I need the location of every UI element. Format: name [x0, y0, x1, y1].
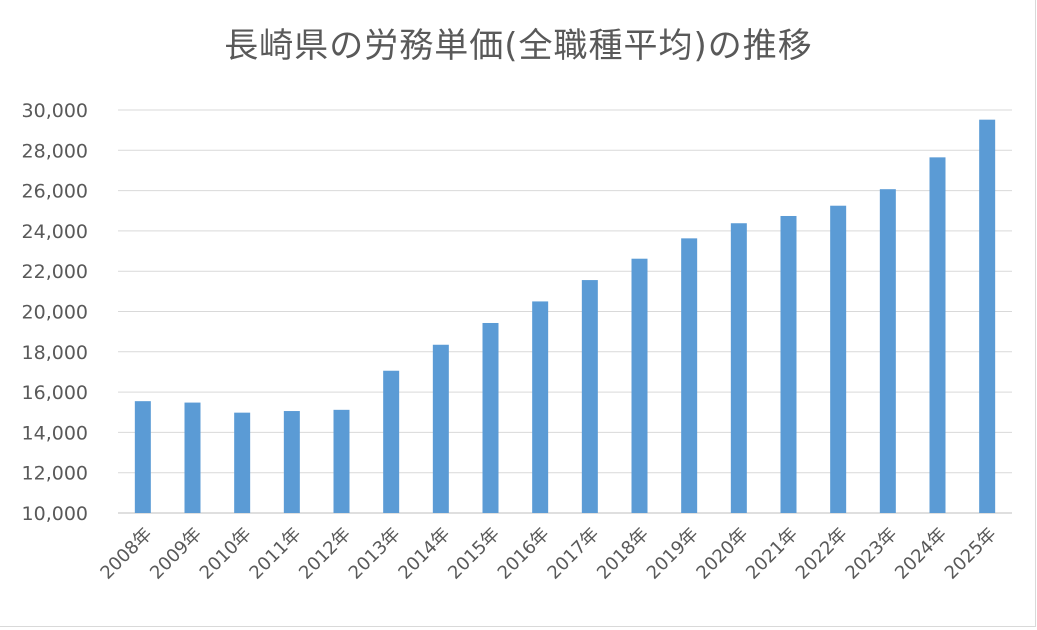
- bar: [283, 411, 300, 513]
- x-tick-label: 2022年: [792, 524, 852, 584]
- bar: [333, 409, 350, 513]
- y-tick-label: 14,000: [22, 422, 88, 444]
- y-tick-label: 22,000: [22, 261, 88, 283]
- y-axis-tick-labels: 10,000 12,000 14,000 16,000 18,000 20,000 22,0…: [22, 100, 88, 525]
- bar: [482, 322, 499, 513]
- x-tick-label: 2021年: [742, 524, 802, 584]
- bar: [929, 157, 946, 514]
- bar: [631, 258, 648, 513]
- bar: [730, 223, 747, 514]
- x-tick-label: 2015年: [444, 524, 504, 584]
- y-tick-label: 16,000: [22, 382, 88, 404]
- bar: [581, 280, 598, 513]
- x-tick-label: 2024年: [891, 524, 951, 584]
- x-tick-label: 2009年: [146, 524, 206, 584]
- bar: [134, 401, 151, 513]
- y-tick-label: 20,000: [22, 302, 88, 324]
- x-tick-label: 2016年: [494, 524, 554, 584]
- bar: [879, 189, 896, 513]
- bar: [780, 215, 797, 513]
- y-tick-label: 10,000: [22, 503, 88, 525]
- x-tick-label: 2012年: [295, 524, 355, 584]
- x-tick-label: 2014年: [394, 524, 454, 584]
- x-axis-tick-labels: 2008年2009年2010年2011年2012年2013年2014年2015年…: [96, 524, 1000, 584]
- gridlines: [118, 109, 1012, 514]
- y-tick-label: 30,000: [22, 100, 88, 122]
- x-tick-label: 2008年: [96, 524, 156, 584]
- x-tick-label: 2017年: [543, 524, 603, 584]
- x-tick-label: 2018年: [593, 524, 653, 584]
- bars: [134, 119, 996, 514]
- bar: [432, 344, 449, 513]
- bar: [681, 238, 698, 513]
- bar: [184, 402, 201, 513]
- y-tick-label: 28,000: [22, 140, 88, 162]
- x-tick-label: 2011年: [245, 524, 305, 584]
- x-tick-label: 2010年: [196, 524, 256, 584]
- y-tick-label: 26,000: [22, 181, 88, 203]
- x-tick-label: 2025年: [941, 524, 1001, 584]
- bar: [383, 370, 400, 513]
- y-tick-label: 18,000: [22, 342, 88, 364]
- x-tick-label: 2023年: [841, 524, 901, 584]
- x-tick-label: 2013年: [345, 524, 405, 584]
- bar: [979, 119, 996, 513]
- bar: [830, 205, 847, 513]
- x-tick-label: 2019年: [643, 524, 703, 584]
- y-tick-label: 12,000: [22, 463, 88, 485]
- bar: [234, 412, 251, 513]
- bar: [532, 301, 549, 513]
- chart-title: 長崎県の労務単価(全職種平均)の推移: [224, 26, 813, 66]
- x-tick-label: 2020年: [692, 524, 752, 584]
- y-tick-label: 24,000: [22, 221, 88, 243]
